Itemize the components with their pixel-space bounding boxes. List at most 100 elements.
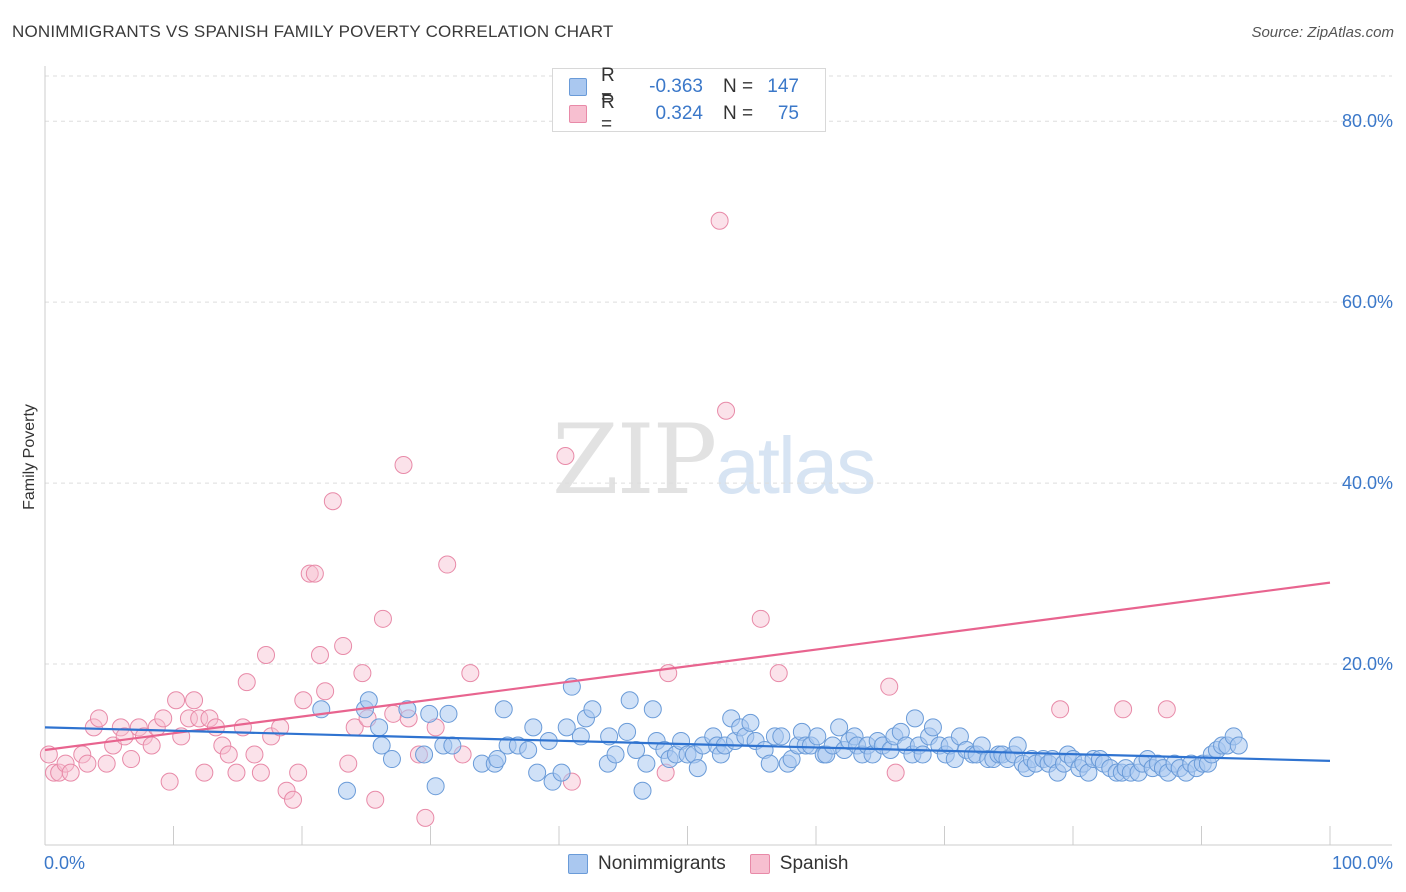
spanish-point bbox=[111, 718, 130, 737]
spanish-point bbox=[316, 682, 335, 701]
nonimmigrants-point bbox=[439, 704, 458, 723]
spanish-point bbox=[160, 772, 179, 791]
spanish-point bbox=[461, 664, 480, 683]
spanish-swatch bbox=[569, 105, 587, 123]
y-tick-label: 80.0% bbox=[1342, 111, 1393, 131]
spanish-point bbox=[394, 456, 413, 475]
spanish-point bbox=[717, 401, 736, 420]
spanish-point bbox=[438, 555, 457, 574]
nonimmigrants-point bbox=[552, 763, 571, 782]
spanish-point bbox=[880, 677, 899, 696]
spanish-point bbox=[89, 709, 108, 728]
spanish-point bbox=[556, 446, 575, 465]
nonimmigrants-point bbox=[905, 709, 924, 728]
spanish-point bbox=[1051, 700, 1070, 719]
spanish-point bbox=[305, 564, 324, 583]
spanish-point bbox=[129, 718, 148, 737]
r-label: R = bbox=[601, 92, 615, 135]
nonimmigrants-point bbox=[643, 700, 662, 719]
legend-item-spanish[interactable]: Spanish bbox=[749, 853, 848, 875]
nonimmigrants-point bbox=[443, 736, 462, 755]
x-tick-label: 100.0% bbox=[1332, 853, 1393, 873]
nonimmigrants-point bbox=[488, 750, 507, 769]
n-label: N = bbox=[723, 76, 754, 97]
nonimmigrants-point bbox=[808, 727, 827, 746]
spanish-point bbox=[257, 646, 276, 665]
y-tick-label: 20.0% bbox=[1342, 654, 1393, 674]
spanish-trend-line bbox=[44, 581, 1331, 752]
nonimmigrants-swatch bbox=[569, 78, 587, 96]
nonimmigrants-point bbox=[637, 754, 656, 773]
nonimmigrants-point bbox=[494, 700, 513, 719]
spanish-point bbox=[122, 750, 141, 769]
spanish-point bbox=[185, 691, 204, 710]
spanish-point bbox=[251, 763, 270, 782]
nonimmigrants-point bbox=[415, 745, 434, 764]
spanish-point bbox=[300, 564, 319, 583]
spanish-point bbox=[61, 763, 80, 782]
spanish-point bbox=[339, 754, 358, 773]
spanish-point bbox=[213, 736, 232, 755]
correlation-legend: R = -0.363 N = 147 R = 0.324 N = 75 bbox=[552, 65, 826, 135]
spanish-point bbox=[39, 745, 58, 764]
nonimmigrants-point bbox=[772, 727, 791, 746]
nonimmigrants-legend-swatch bbox=[568, 854, 588, 874]
spanish-point bbox=[154, 709, 173, 728]
spanish-point bbox=[886, 763, 905, 782]
nonimmigrants-point bbox=[519, 741, 538, 760]
source-label: Source: ZipAtlas.com bbox=[1251, 24, 1394, 41]
legend-label: Nonimmigrants bbox=[598, 853, 726, 874]
nonimmigrants-point bbox=[1229, 736, 1248, 755]
spanish-point bbox=[366, 790, 385, 809]
y-tick-label: 40.0% bbox=[1342, 473, 1393, 493]
spanish-point bbox=[190, 709, 209, 728]
spanish-point bbox=[245, 745, 264, 764]
n-value: 75 bbox=[777, 103, 799, 124]
legend-row-spanish: R = 0.324 N = 75 bbox=[569, 92, 799, 135]
nonimmigrants-point bbox=[633, 781, 652, 800]
spanish-points bbox=[39, 211, 1176, 827]
spanish-point bbox=[78, 754, 97, 773]
nonimmigrants-point bbox=[420, 704, 439, 723]
nonimmigrants-point bbox=[606, 745, 625, 764]
y-axis-label: Family Poverty bbox=[21, 404, 38, 510]
spanish-point bbox=[353, 664, 372, 683]
nonimmigrants-point bbox=[382, 750, 401, 769]
spanish-point bbox=[277, 781, 296, 800]
series-legend: Nonimmigrants Spanish bbox=[568, 852, 872, 876]
nonimmigrants-points bbox=[312, 677, 1248, 800]
axes bbox=[44, 66, 1392, 846]
spanish-point bbox=[200, 709, 219, 728]
spanish-point bbox=[56, 754, 75, 773]
spanish-point bbox=[1157, 700, 1176, 719]
y-tick-label: 60.0% bbox=[1342, 292, 1393, 312]
nonimmigrants-point bbox=[618, 722, 637, 741]
nonimmigrants-point bbox=[337, 781, 356, 800]
spanish-point bbox=[289, 763, 308, 782]
spanish-point bbox=[142, 736, 161, 755]
nonimmigrants-point bbox=[370, 718, 389, 737]
legend-item-nonimmigrants[interactable]: Nonimmigrants bbox=[568, 853, 726, 875]
r-value: 0.324 bbox=[655, 103, 703, 124]
chart-title: NONIMMIGRANTS VS SPANISH FAMILY POVERTY … bbox=[12, 22, 614, 41]
spanish-point bbox=[219, 745, 238, 764]
spanish-point bbox=[710, 211, 729, 230]
grid bbox=[45, 75, 1392, 665]
nonimmigrants-point bbox=[426, 777, 445, 796]
nonimmigrants-point bbox=[583, 700, 602, 719]
nonimmigrants-point bbox=[741, 713, 760, 732]
spanish-point bbox=[310, 646, 329, 665]
watermark: ZIPatlas bbox=[552, 404, 876, 516]
spanish-point bbox=[97, 754, 116, 773]
tick-labels: 20.0% 40.0% 60.0% 80.0% 0.0% 100.0% bbox=[44, 111, 1393, 873]
nonimmigrants-point bbox=[600, 727, 619, 746]
watermark-atlas: atlas bbox=[715, 421, 876, 510]
nonimmigrants-point bbox=[398, 700, 417, 719]
r-value: -0.363 bbox=[649, 76, 703, 97]
r-label: R = bbox=[601, 65, 615, 108]
nonimmigrants-point bbox=[524, 718, 543, 737]
nonimmigrants-point bbox=[923, 718, 942, 737]
legend-row-nonimmigrants: R = -0.363 N = 147 bbox=[569, 65, 799, 108]
nonimmigrants-point bbox=[760, 754, 779, 773]
